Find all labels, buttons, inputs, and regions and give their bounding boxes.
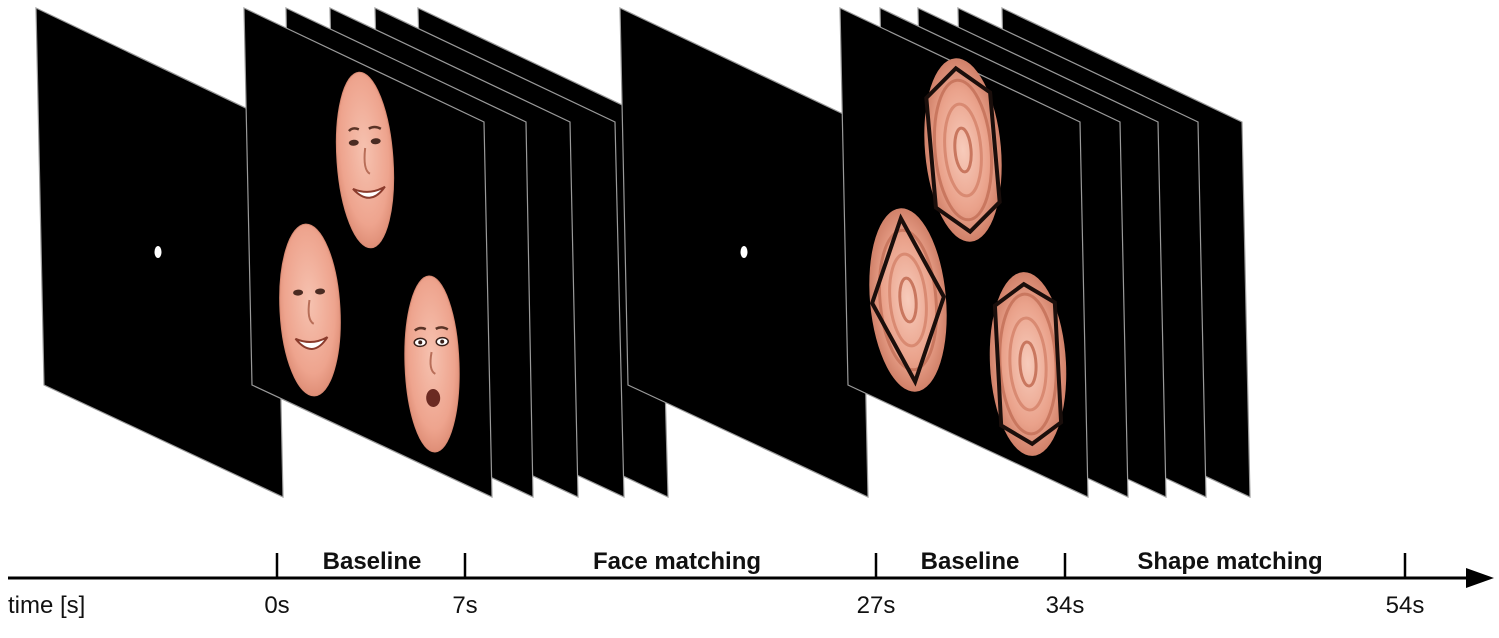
face-icon — [335, 71, 395, 249]
fixation-dot-icon — [740, 246, 748, 258]
tick-label-27s: 27s — [857, 592, 896, 619]
spiral-shape-icon — [989, 272, 1067, 456]
phase-label-shape-matching: Shape matching — [1137, 548, 1322, 575]
axis-label: time [s] — [8, 592, 85, 619]
tick-label-7s: 7s — [452, 592, 477, 619]
spiral-shape-icon — [924, 58, 1002, 242]
phase-label-baseline-2: Baseline — [921, 548, 1020, 575]
phase-label-face-matching: Face matching — [593, 548, 761, 575]
phase-label-baseline-1: Baseline — [323, 548, 422, 575]
tick-label-0s: 0s — [264, 592, 289, 619]
spiral-shape-icon — [869, 208, 947, 392]
timeline: Baseline Face matching Baseline Shape ma… — [8, 548, 1494, 619]
stimulus-slides — [35, 7, 1251, 498]
tick-label-34s: 34s — [1046, 592, 1085, 619]
timeline-arrow-icon — [1466, 568, 1494, 588]
face-icon — [279, 223, 341, 397]
tick-label-54s: 54s — [1386, 592, 1425, 619]
face-icon — [404, 275, 460, 453]
fixation-dot-icon — [154, 246, 162, 258]
